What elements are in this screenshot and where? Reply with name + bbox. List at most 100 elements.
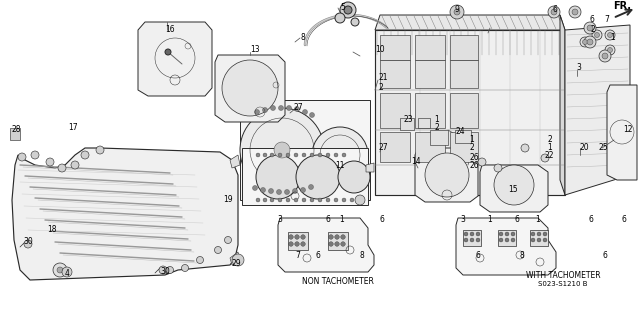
- Circle shape: [531, 232, 535, 236]
- Text: 6: 6: [316, 250, 321, 259]
- Circle shape: [543, 232, 547, 236]
- Text: 3: 3: [461, 216, 465, 225]
- Polygon shape: [375, 30, 565, 195]
- Circle shape: [584, 36, 596, 48]
- Circle shape: [599, 50, 611, 62]
- Circle shape: [511, 238, 515, 242]
- Polygon shape: [12, 148, 238, 280]
- Bar: [400, 118, 414, 130]
- Circle shape: [274, 142, 290, 158]
- Text: 15: 15: [508, 186, 518, 195]
- Text: 11: 11: [335, 160, 345, 169]
- Text: 1: 1: [488, 216, 492, 225]
- Text: 20: 20: [579, 143, 589, 152]
- Circle shape: [595, 33, 600, 38]
- Text: WITH TACHOMETER: WITH TACHOMETER: [525, 271, 600, 279]
- Text: 6: 6: [552, 4, 557, 13]
- Text: 29: 29: [231, 258, 241, 268]
- Circle shape: [356, 198, 360, 202]
- Text: 2: 2: [470, 143, 474, 152]
- Text: 27: 27: [378, 144, 388, 152]
- Circle shape: [476, 232, 480, 236]
- Circle shape: [470, 232, 474, 236]
- Circle shape: [531, 238, 535, 242]
- Circle shape: [329, 242, 333, 246]
- Circle shape: [270, 198, 274, 202]
- Circle shape: [494, 164, 502, 172]
- Bar: [415, 132, 445, 162]
- Circle shape: [182, 264, 189, 271]
- Text: 14: 14: [411, 158, 421, 167]
- Polygon shape: [480, 165, 548, 212]
- Text: 3: 3: [278, 216, 282, 225]
- Circle shape: [548, 6, 560, 18]
- Text: 7: 7: [296, 250, 300, 259]
- Text: 1: 1: [611, 33, 616, 42]
- Circle shape: [294, 242, 300, 246]
- Bar: [450, 35, 478, 60]
- Circle shape: [286, 153, 290, 157]
- Circle shape: [587, 25, 593, 31]
- Circle shape: [318, 153, 322, 157]
- Bar: [415, 35, 445, 60]
- Bar: [380, 132, 410, 162]
- Text: NON TACHOMETER: NON TACHOMETER: [302, 278, 374, 286]
- Text: 19: 19: [223, 196, 233, 204]
- Circle shape: [350, 198, 354, 202]
- Text: 6: 6: [380, 216, 385, 225]
- Circle shape: [302, 198, 306, 202]
- Bar: [450, 60, 478, 88]
- Text: FR.: FR.: [613, 1, 631, 11]
- Bar: [498, 230, 516, 246]
- Circle shape: [294, 153, 298, 157]
- Circle shape: [584, 22, 596, 34]
- Text: 1: 1: [548, 144, 552, 152]
- Bar: [530, 230, 548, 246]
- Text: 2: 2: [435, 122, 440, 131]
- Circle shape: [62, 267, 72, 277]
- Circle shape: [580, 37, 590, 47]
- Text: 2: 2: [379, 83, 383, 92]
- Circle shape: [335, 13, 345, 23]
- Circle shape: [260, 188, 266, 192]
- Circle shape: [572, 9, 578, 15]
- Bar: [463, 230, 481, 246]
- Bar: [418, 118, 430, 128]
- Circle shape: [476, 238, 480, 242]
- Circle shape: [296, 155, 340, 199]
- Circle shape: [302, 153, 306, 157]
- Circle shape: [292, 189, 298, 194]
- Circle shape: [454, 9, 460, 15]
- Text: 13: 13: [250, 46, 260, 55]
- Circle shape: [494, 165, 534, 205]
- Polygon shape: [278, 218, 374, 272]
- Circle shape: [270, 153, 274, 157]
- Circle shape: [24, 240, 32, 248]
- Bar: [450, 132, 478, 162]
- Circle shape: [214, 247, 221, 254]
- Circle shape: [46, 158, 54, 166]
- Circle shape: [351, 18, 359, 26]
- Text: 16: 16: [165, 25, 175, 33]
- Text: 6: 6: [621, 216, 627, 225]
- Circle shape: [464, 232, 468, 236]
- Circle shape: [276, 189, 282, 195]
- Circle shape: [334, 153, 338, 157]
- Circle shape: [326, 153, 330, 157]
- Circle shape: [470, 238, 474, 242]
- Polygon shape: [230, 155, 240, 168]
- Circle shape: [294, 235, 300, 239]
- Circle shape: [165, 49, 171, 55]
- Circle shape: [303, 109, 307, 115]
- Text: 26: 26: [469, 152, 479, 161]
- Bar: [380, 93, 410, 128]
- Circle shape: [269, 189, 273, 194]
- Circle shape: [96, 146, 104, 154]
- Circle shape: [262, 108, 268, 113]
- Circle shape: [605, 45, 615, 55]
- Circle shape: [310, 198, 314, 202]
- Polygon shape: [456, 218, 556, 275]
- Text: 10: 10: [375, 46, 385, 55]
- Circle shape: [602, 53, 608, 59]
- Text: 2: 2: [548, 136, 552, 145]
